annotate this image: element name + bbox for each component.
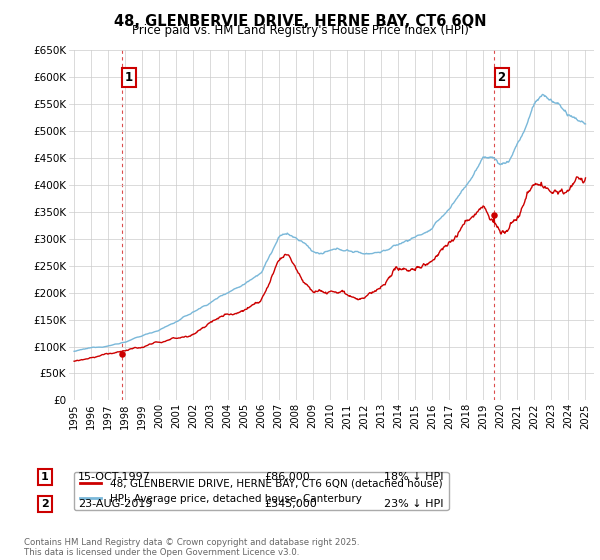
Legend: 48, GLENBERVIE DRIVE, HERNE BAY, CT6 6QN (detached house), HPI: Average price, d: 48, GLENBERVIE DRIVE, HERNE BAY, CT6 6QN… xyxy=(74,472,449,510)
Text: 48, GLENBERVIE DRIVE, HERNE BAY, CT6 6QN: 48, GLENBERVIE DRIVE, HERNE BAY, CT6 6QN xyxy=(114,14,486,29)
Text: 1: 1 xyxy=(125,71,133,84)
Point xyxy=(117,349,127,358)
Text: 18% ↓ HPI: 18% ↓ HPI xyxy=(384,472,443,482)
Text: £345,000: £345,000 xyxy=(264,499,317,509)
Text: 23% ↓ HPI: 23% ↓ HPI xyxy=(384,499,443,509)
Text: Price paid vs. HM Land Registry's House Price Index (HPI): Price paid vs. HM Land Registry's House … xyxy=(131,24,469,37)
Text: 2: 2 xyxy=(41,499,49,509)
Text: 15-OCT-1997: 15-OCT-1997 xyxy=(78,472,151,482)
Text: 23-AUG-2019: 23-AUG-2019 xyxy=(78,499,152,509)
Text: Contains HM Land Registry data © Crown copyright and database right 2025.
This d: Contains HM Land Registry data © Crown c… xyxy=(24,538,359,557)
Text: 1: 1 xyxy=(41,472,49,482)
Point xyxy=(490,210,499,219)
Text: £86,000: £86,000 xyxy=(264,472,310,482)
Text: 2: 2 xyxy=(497,71,506,84)
